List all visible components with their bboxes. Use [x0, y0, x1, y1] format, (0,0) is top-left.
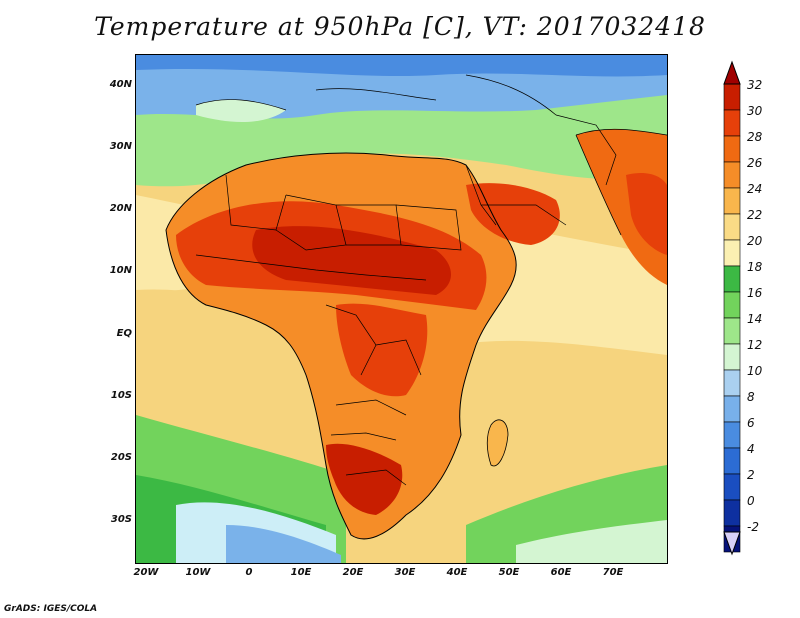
lon-label-20e: 20E: [342, 567, 364, 578]
lat-label-30s: 30S: [110, 514, 132, 525]
lat-label-30n: 30N: [109, 141, 132, 152]
colorbar-label-30: 30: [747, 104, 763, 118]
lon-label-10e: 10E: [290, 567, 312, 578]
lon-label-0: 0: [245, 567, 253, 578]
colorbar-label-10: 10: [747, 364, 763, 378]
colorbar-segment: [723, 447, 741, 475]
colorbar-label-neg2: -2: [747, 520, 759, 534]
colorbar-segment: [723, 473, 741, 501]
colorbar-segment: [723, 369, 741, 397]
colorbar-label-20: 20: [747, 234, 763, 248]
colorbar-segment: [723, 499, 741, 527]
colorbar-label-0: 0: [747, 494, 755, 508]
arabia-hot: [466, 183, 560, 245]
colorbar-label-6: 6: [747, 416, 755, 430]
lon-label-40e: 40E: [446, 567, 468, 578]
india-hot: [626, 173, 667, 255]
colorbar-segment: [723, 395, 741, 423]
colorbar-label-4: 4: [747, 442, 755, 456]
colorbar-segment: [723, 421, 741, 449]
lon-label-50e: 50E: [498, 567, 520, 578]
lat-label-10n: 10N: [109, 265, 132, 276]
colorbar: [723, 60, 741, 556]
central-africa-hot: [336, 303, 428, 397]
colorbar-label-32: 32: [747, 78, 763, 92]
country-borders: [195, 114, 617, 486]
africa-coastline: [165, 152, 517, 540]
chart-title: Temperature at 950hPa [C], VT: 201703241…: [94, 12, 706, 41]
india-coastline: [575, 128, 667, 236]
colorbar-segment: [723, 239, 741, 267]
lat-label-10s: 10S: [110, 390, 132, 401]
grads-credit: GrADS: IGES/COLA: [4, 604, 98, 614]
colorbar-segment: [723, 213, 741, 241]
lat-label-eq: EQ: [116, 328, 132, 339]
indian-ocean-pale: [516, 520, 667, 563]
colorbar-label-28: 28: [747, 130, 763, 144]
colorbar-label-22: 22: [747, 208, 763, 222]
lon-label-70e: 70E: [602, 567, 624, 578]
colorbar-segment: [723, 109, 741, 137]
europe-coastlines: [195, 74, 557, 116]
colorbar-top-arrow: [723, 60, 741, 85]
lon-label-10w: 10W: [185, 567, 211, 578]
temperature-map: [135, 54, 668, 564]
india-warm: [576, 129, 667, 285]
colorbar-bottom-arrow: [723, 531, 741, 556]
colorbar-label-14: 14: [747, 312, 763, 326]
colorbar-segment: [723, 161, 741, 189]
colorbar-label-26: 26: [747, 156, 763, 170]
colorbar-segment: [723, 187, 741, 215]
south-atlantic-blue: [226, 525, 341, 563]
colorbar-segment: [723, 343, 741, 371]
colorbar-segment: [723, 291, 741, 319]
madagascar: [486, 419, 509, 467]
lon-label-30e: 30E: [394, 567, 416, 578]
colorbar-segment: [723, 135, 741, 163]
temperature-field: [136, 55, 667, 563]
colorbar-label-24: 24: [747, 182, 763, 196]
north-blue-band: [136, 55, 667, 77]
mediterranean-pale: [196, 99, 286, 122]
lon-label-20w: 20W: [133, 567, 159, 578]
lat-label-40n: 40N: [109, 79, 132, 90]
colorbar-label-16: 16: [747, 286, 763, 300]
southern-africa-hottest: [326, 443, 403, 515]
colorbar-label-2: 2: [747, 468, 755, 482]
colorbar-segment: [723, 83, 741, 111]
lat-label-20s: 20S: [110, 452, 132, 463]
colorbar-segment: [723, 317, 741, 345]
colorbar-label-8: 8: [747, 390, 755, 404]
colorbar-label-18: 18: [747, 260, 763, 274]
colorbar-label-12: 12: [747, 338, 763, 352]
colorbar-segment: [723, 265, 741, 293]
lat-label-20n: 20N: [109, 203, 132, 214]
lon-label-60e: 60E: [550, 567, 572, 578]
